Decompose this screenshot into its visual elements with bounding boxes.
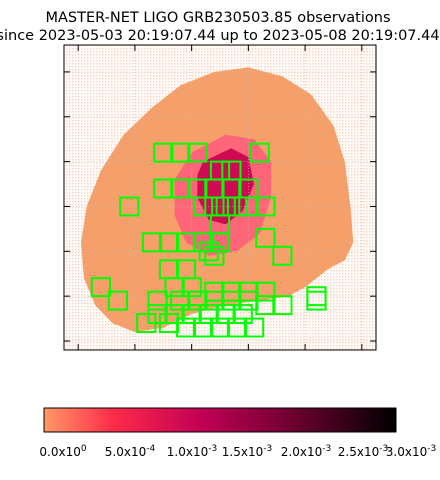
observation-field	[255, 196, 276, 217]
plot-area	[64, 45, 376, 350]
colorbar-label-exponent: -3	[263, 444, 272, 454]
observation-field	[226, 317, 248, 338]
colorbar-label: 1.0x10-3	[167, 444, 217, 459]
observation-field	[153, 142, 174, 163]
colorbar-label-exponent: -3	[427, 444, 436, 454]
observation-field	[164, 277, 185, 298]
observation-field	[244, 317, 265, 338]
colorbar-label: 2.0x10-3	[281, 444, 331, 459]
colorbar-label-mantissa: 1.0x10	[167, 445, 208, 459]
observation-field	[107, 290, 129, 311]
plot-frame	[63, 44, 377, 351]
colorbar-label: 2.5x10-3	[338, 444, 388, 459]
observation-field	[272, 245, 293, 266]
observation-field	[192, 317, 214, 338]
observation-field	[204, 245, 225, 266]
observation-field	[158, 313, 180, 334]
observation-field	[170, 142, 191, 163]
observation-field	[153, 178, 174, 199]
colorbar-label-mantissa: 2.5x10	[338, 445, 379, 459]
observation-field	[198, 241, 219, 262]
observation-field	[175, 232, 197, 253]
observation-field	[306, 290, 327, 311]
colorbar-label-exponent: -4	[146, 444, 155, 454]
colorbar-label-mantissa: 1.5x10	[222, 445, 263, 459]
colorbar-label: 1.5x10-3	[222, 444, 272, 459]
colorbar-label-mantissa: 5.0x10	[105, 445, 146, 459]
observation-field	[192, 196, 214, 217]
observation-field	[249, 142, 270, 163]
colorbar-label-exponent: -3	[208, 444, 217, 454]
observation-field	[187, 290, 208, 311]
observation-field	[187, 142, 208, 163]
colorbar-label-exponent: -3	[379, 444, 388, 454]
colorbar-labels: 0.0x100 5.0x10-4 1.0x10-3 1.5x10-3 2.0x10-3 2…	[39, 444, 436, 459]
observation-field	[221, 290, 242, 311]
colorbar-label-mantissa: 0.0x10	[39, 445, 80, 459]
observation-field	[226, 196, 248, 217]
colorbar-label-exponent: -3	[322, 444, 331, 454]
observation-field	[209, 317, 231, 338]
observation-field	[147, 290, 168, 311]
colorbar-label-mantissa: 2.0x10	[281, 445, 322, 459]
chart-title: MASTER-NET LIGO GRB230503.85 observation…	[45, 10, 390, 26]
observation-field	[204, 290, 225, 311]
observation-field	[238, 290, 259, 311]
observation-field	[141, 232, 163, 253]
observation-fields	[90, 142, 327, 338]
observation-field	[170, 290, 191, 311]
colorbar-label: 3.0x10-3	[386, 444, 436, 459]
observation-field	[158, 232, 180, 253]
observation-field	[255, 227, 276, 248]
observation-field	[198, 304, 219, 325]
axis-ticks	[64, 45, 376, 350]
colorbar-label: 5.0x10-4	[105, 444, 156, 459]
colorbar-label: 0.0x100	[39, 444, 86, 459]
chart-subtitle: since 2023-05-03 20:19:07.44 up to 2023-…	[0, 28, 440, 44]
colorbar-label-exponent: 0	[81, 444, 87, 454]
observation-field	[272, 295, 293, 316]
observation-field	[255, 295, 276, 316]
observation-field	[181, 277, 202, 298]
observation-field	[238, 196, 259, 217]
observation-field	[119, 196, 140, 217]
observation-field	[232, 304, 253, 325]
observation-field	[136, 313, 157, 334]
observation-field	[170, 178, 191, 199]
observation-field	[175, 317, 197, 338]
colorbar	[43, 407, 397, 433]
observation-field	[90, 277, 112, 298]
colorbar-label-mantissa: 3.0x10	[386, 445, 427, 459]
observation-field	[181, 304, 202, 325]
observation-field	[215, 304, 236, 325]
